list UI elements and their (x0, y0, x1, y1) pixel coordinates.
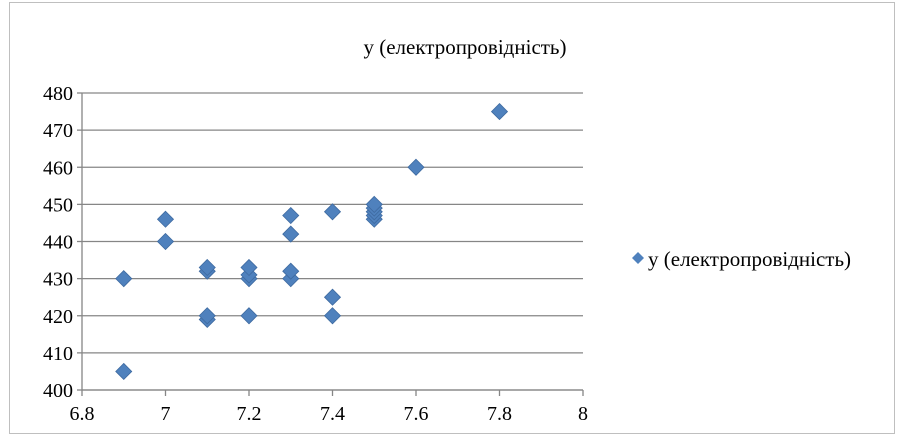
y-tick-label: 460 (43, 157, 73, 179)
y-tick-label: 470 (43, 120, 73, 142)
y-tick-label: 420 (43, 306, 73, 328)
x-tick-label: 6.8 (70, 403, 95, 425)
data-point (490, 102, 509, 121)
data-point (156, 210, 175, 228)
data-point (323, 288, 342, 306)
data-point (282, 262, 300, 280)
y-tick-label: 450 (43, 194, 73, 216)
x-tick-label: 7.8 (487, 403, 512, 425)
data-point (282, 206, 300, 225)
data-points (115, 102, 509, 381)
axes: 400 410 420 430 440 450 460 470 480 6.8 7 7.2 7.4 7.6… (43, 83, 588, 425)
data-point (323, 203, 342, 221)
data-point (282, 225, 300, 243)
x-tick-label: 7 (161, 403, 171, 425)
legend: y (електропровідність) (632, 247, 851, 271)
y-tick-label: 430 (43, 269, 73, 291)
y-tick-label: 440 (43, 232, 73, 254)
y-tick-label: 400 (43, 380, 73, 402)
chart-title: y (електропровідність) (363, 35, 566, 59)
data-point (240, 307, 258, 325)
chart-frame (9, 2, 895, 434)
data-point (115, 270, 133, 288)
data-point (365, 195, 383, 213)
data-point (407, 158, 425, 176)
data-point (198, 258, 216, 277)
y-tick-label: 410 (43, 343, 73, 365)
x-tick-label: 7.6 (404, 403, 429, 425)
data-point (156, 232, 175, 251)
data-point (240, 258, 258, 277)
legend-marker-diamond (632, 252, 644, 264)
legend-label: y (електропровідність) (648, 247, 851, 271)
data-point (198, 307, 216, 325)
y-tick-label: 480 (43, 83, 73, 105)
data-point (323, 307, 342, 325)
x-tick-label: 8 (578, 403, 588, 425)
data-point (115, 362, 133, 381)
x-tick-label: 7.2 (237, 403, 262, 425)
x-tick-label: 7.4 (320, 403, 345, 425)
